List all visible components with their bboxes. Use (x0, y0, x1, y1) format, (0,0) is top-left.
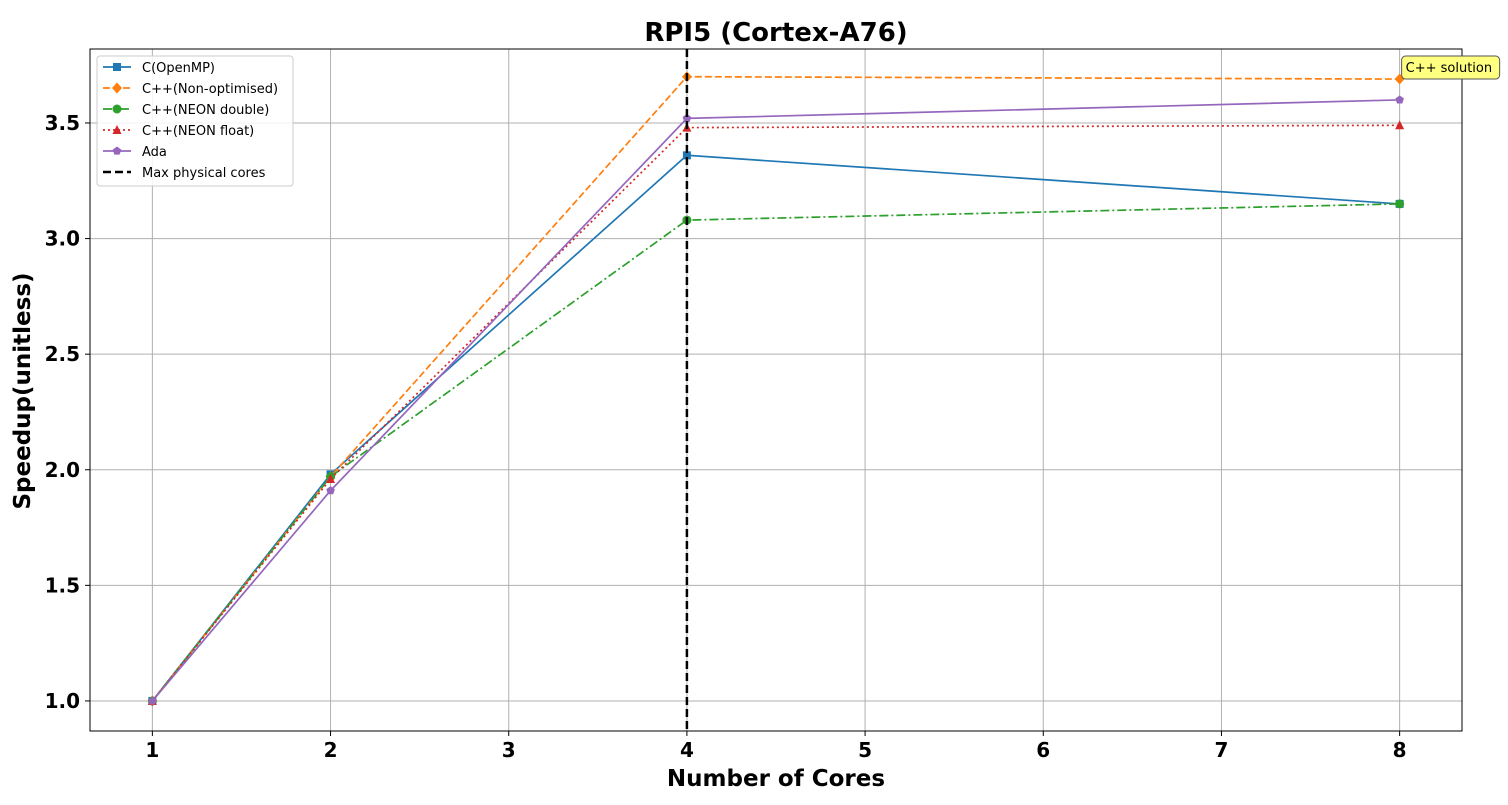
grid-lines (90, 49, 1462, 731)
y-tick-label: 2.5 (45, 342, 80, 366)
series-line-4 (151, 124, 1400, 702)
x-tick-label: 6 (1036, 738, 1050, 762)
x-tick-label: 8 (1393, 738, 1407, 762)
series-line-1 (151, 154, 1400, 702)
legend-label: C(OpenMP) (142, 61, 215, 76)
x-tick-label: 7 (1214, 738, 1228, 762)
legend-label: Max physical cores (142, 166, 266, 181)
legend-marker (112, 104, 122, 114)
chart-title: RPI5 (Cortex-A76) (644, 18, 907, 48)
legend-marker (112, 82, 122, 94)
data-point (682, 151, 691, 160)
plot-area-frame (89, 48, 1463, 732)
data-point (1395, 120, 1405, 130)
data-point (1395, 199, 1405, 209)
legend-marker (113, 63, 121, 71)
plot-series (147, 49, 1405, 731)
legend-box (96, 55, 294, 187)
data-point (326, 486, 335, 495)
y-tick-label: 3.0 (45, 227, 80, 251)
legend-label: C++(NEON double) (142, 103, 269, 118)
legend-marker (112, 125, 122, 134)
y-tick-label: 2.0 (45, 458, 80, 482)
annotation-text: C++ solution (1406, 61, 1492, 76)
y-axis-label: Speedup(unitless) (10, 272, 36, 509)
x-tick-label: 3 (502, 738, 516, 762)
legend-label: C++(Non-optimised) (142, 82, 278, 97)
legend: C(OpenMP) C++(Non-optimised) C++(NEON doub… (96, 55, 294, 187)
x-tick-label: 5 (858, 738, 872, 762)
data-point (1395, 95, 1404, 104)
data-point (148, 696, 157, 705)
legend-marker (112, 146, 122, 155)
annotations: C++ solution (1401, 55, 1501, 80)
y-tick-label: 1.5 (45, 573, 80, 597)
x-axis-label: Number of Cores (667, 766, 885, 792)
y-tick-label: 3.5 (45, 111, 80, 135)
series-line-2 (151, 75, 1400, 702)
y-tick-label: 1.0 (45, 689, 80, 713)
legend-label: Ada (142, 145, 167, 160)
legend-label: C++(NEON float) (142, 124, 254, 139)
x-tick-label: 1 (145, 738, 159, 762)
x-tick-label: 2 (324, 738, 338, 762)
series-line-5 (151, 99, 1400, 702)
axis-ticks: 1 2 3 4 5 6 7 8 1.0 1.5 2.0 2.5 3.0 3.5 (45, 111, 1407, 762)
annotation-box (1401, 55, 1501, 80)
series-line-3 (151, 203, 1400, 702)
x-tick-label: 4 (680, 738, 694, 762)
data-point (682, 113, 692, 122)
data-point (326, 474, 336, 484)
